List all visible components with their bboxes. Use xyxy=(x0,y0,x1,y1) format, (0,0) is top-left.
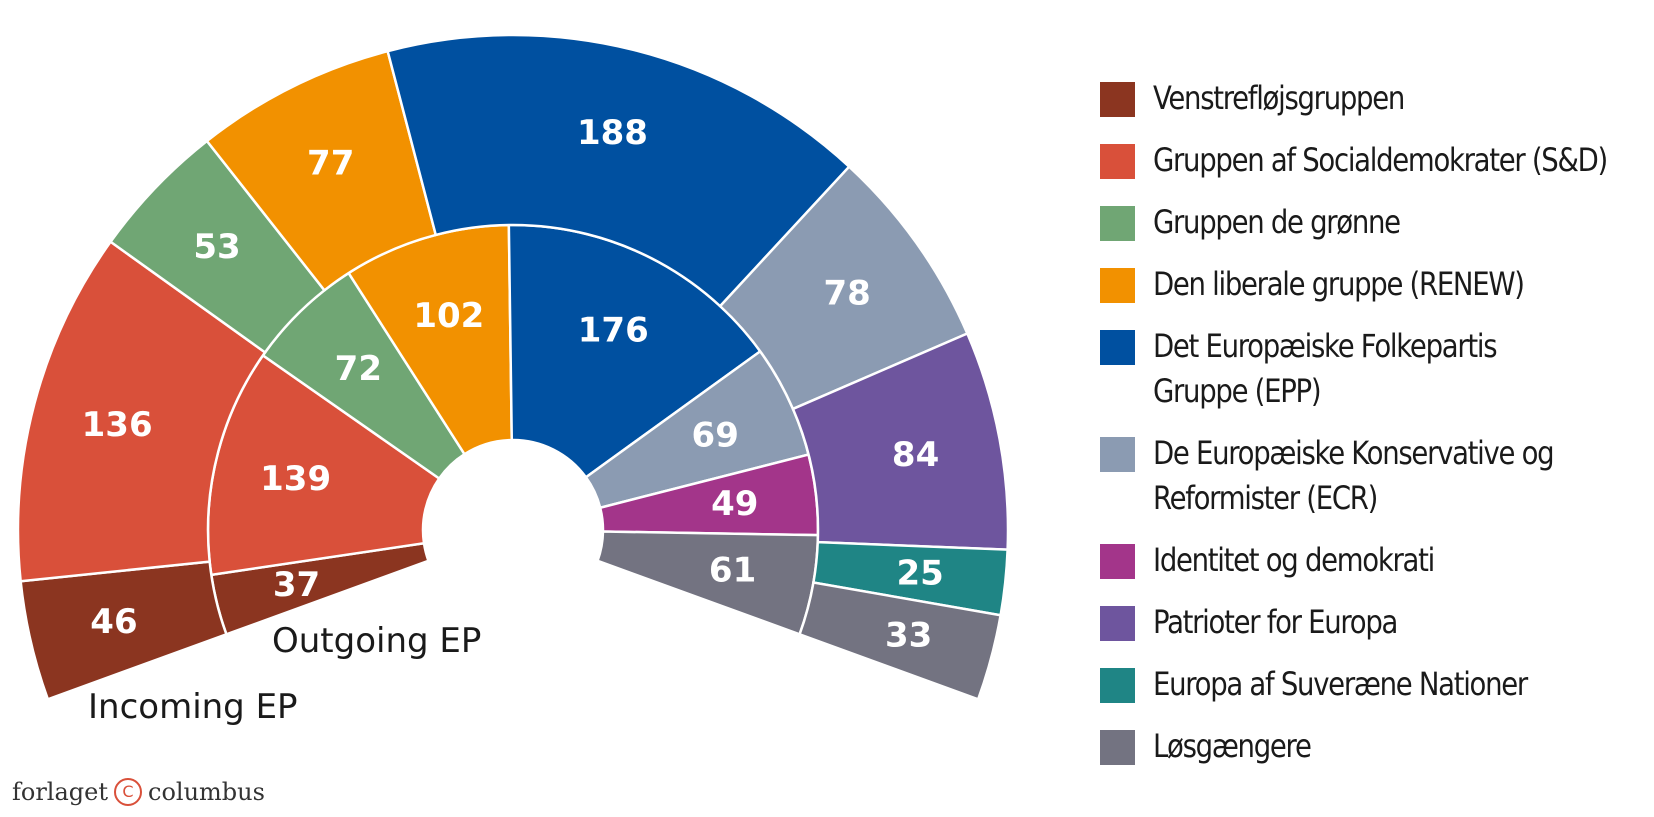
legend-swatch xyxy=(1100,544,1135,579)
legend-item: Gruppen de grønne xyxy=(1100,200,1654,245)
segment-value-label: 69 xyxy=(692,415,739,455)
legend-label: Gruppen de grønne xyxy=(1153,203,1401,241)
segment-value-label: 84 xyxy=(892,435,939,475)
legend-swatch xyxy=(1100,730,1135,765)
legend-swatch xyxy=(1100,330,1135,365)
legend-item: Identitet og demokrati xyxy=(1100,538,1654,583)
segment-value-label: 49 xyxy=(711,484,758,524)
legend-swatch xyxy=(1100,437,1135,472)
legend-label: Patrioter for Europa xyxy=(1153,603,1398,641)
segment-value-label: 72 xyxy=(335,349,382,389)
legend-label: Løsgængere xyxy=(1153,727,1312,765)
copyright-icon: C xyxy=(114,778,142,806)
segment-value-label: 102 xyxy=(413,296,484,336)
legend-swatch xyxy=(1100,144,1135,179)
publisher-credit: forlaget C columbus xyxy=(12,778,265,806)
legend-item: De Europæiske Konservative og Reformister… xyxy=(1100,431,1654,521)
legend-label: Det Europæiske Folkepartis Gruppe (EPP) xyxy=(1153,327,1498,410)
legend-label: Europa af Suveræne Nationer xyxy=(1153,665,1528,703)
segment-value-label: 25 xyxy=(897,553,944,593)
credit-left: forlaget xyxy=(12,778,108,806)
incoming-segment xyxy=(798,581,1003,701)
legend-item: Den liberale gruppe (RENEW) xyxy=(1100,262,1654,307)
legend-swatch xyxy=(1100,82,1135,117)
legend-swatch xyxy=(1100,606,1135,641)
segment-value-label: 37 xyxy=(273,565,320,605)
legend-swatch xyxy=(1100,268,1135,303)
outgoing-ring-label: Outgoing EP xyxy=(272,621,481,661)
legend-label: Den liberale gruppe (RENEW) xyxy=(1153,265,1525,303)
segment-value-label: 188 xyxy=(577,113,648,153)
chart-segments xyxy=(16,33,1010,701)
segment-value-label: 53 xyxy=(193,227,240,267)
legend-item: Det Europæiske Folkepartis Gruppe (EPP) xyxy=(1100,324,1654,414)
incoming-ring-label: Incoming EP xyxy=(88,687,298,727)
segment-value-label: 176 xyxy=(578,310,649,350)
outgoing-segment xyxy=(595,530,820,636)
legend-item: Venstrefløjsgruppen xyxy=(1100,76,1654,121)
chart-value-labels: 37 139 72 102 176 69 49 61 46 136 53 77 188 78 84 25 33 xyxy=(82,113,944,656)
segment-value-label: 61 xyxy=(709,551,756,591)
segment-value-label: 46 xyxy=(90,602,137,642)
legend-item: Løsgængere xyxy=(1100,724,1654,769)
segment-value-label: 77 xyxy=(307,143,354,183)
credit-right: columbus xyxy=(148,778,265,806)
legend-label: Venstrefløjsgruppen xyxy=(1153,79,1405,117)
legend-swatch xyxy=(1100,206,1135,241)
segment-value-label: 139 xyxy=(260,459,331,499)
legend-item: Europa af Suveræne Nationer xyxy=(1100,662,1654,707)
legend-item: Gruppen af Socialdemokrater (S&D) xyxy=(1100,138,1654,183)
legend-swatch xyxy=(1100,668,1135,703)
legend-label: De Europæiske Konservative og Reformister… xyxy=(1153,434,1555,517)
incoming-segment xyxy=(386,33,851,308)
segment-value-label: 78 xyxy=(824,273,871,313)
legend-item: Patrioter for Europa xyxy=(1100,600,1654,645)
legend-label: Gruppen af Socialdemokrater (S&D) xyxy=(1153,141,1608,179)
legend-label: Identitet og demokrati xyxy=(1153,541,1435,579)
segment-value-label: 136 xyxy=(82,405,153,445)
segment-value-label: 33 xyxy=(885,616,932,656)
legend: Venstrefløjsgruppen Gruppen af Socialdemo… xyxy=(1100,76,1654,786)
